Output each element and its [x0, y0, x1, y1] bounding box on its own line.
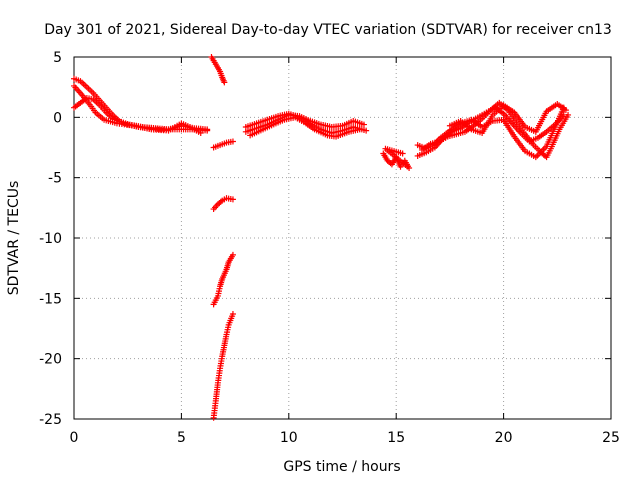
data-points — [71, 54, 572, 421]
y-tick-label: -15 — [39, 291, 62, 307]
data-point — [197, 130, 204, 137]
data-point — [565, 111, 572, 118]
y-tick-label: -5 — [48, 171, 62, 187]
data-point — [399, 150, 406, 157]
x-tick-label: 0 — [70, 430, 79, 446]
x-tick-label: 5 — [177, 430, 186, 446]
y-tick-label: -25 — [39, 412, 62, 428]
data-point — [229, 138, 236, 145]
y-tick-label: 5 — [53, 50, 62, 66]
y-tick-label: 0 — [53, 110, 62, 126]
x-axis-label: GPS time / hours — [283, 459, 400, 475]
x-tick-label: 15 — [387, 430, 405, 446]
y-tick-label: -20 — [39, 352, 62, 368]
y-tick-label: -10 — [39, 231, 62, 247]
data-point — [221, 79, 228, 86]
data-point — [229, 251, 236, 258]
data-point — [204, 126, 211, 133]
x-tick-label: 10 — [280, 430, 298, 446]
x-tick-label: 25 — [602, 430, 620, 446]
data-point — [363, 127, 370, 134]
axis-ticks: 0 5 10 15 20 25 -25 -20 -15 -10 -5 0 5 — [39, 50, 620, 446]
chart-title: Day 301 of 2021, Sidereal Day-to-day VTE… — [44, 22, 612, 38]
y-axis-label: SDTVAR / TECUs — [6, 181, 22, 296]
data-point — [229, 311, 236, 318]
x-tick-label: 20 — [495, 430, 513, 446]
data-point — [562, 107, 569, 114]
data-point — [356, 126, 363, 133]
data-point — [360, 121, 367, 128]
data-point — [229, 196, 236, 203]
grid — [74, 57, 611, 419]
